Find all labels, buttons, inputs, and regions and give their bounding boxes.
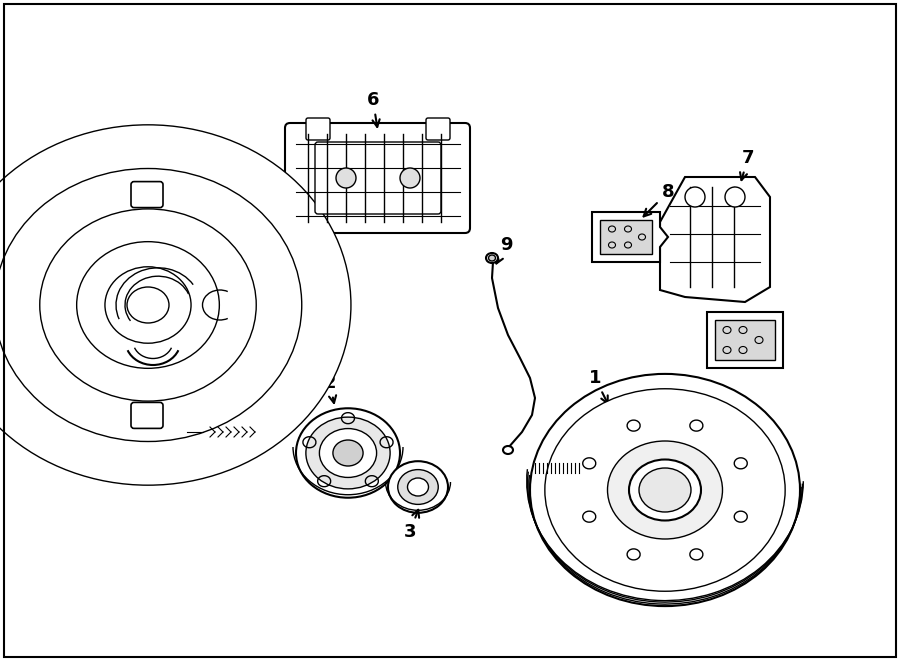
Ellipse shape — [398, 469, 438, 504]
Circle shape — [725, 187, 745, 207]
Polygon shape — [715, 320, 775, 360]
FancyBboxPatch shape — [131, 182, 163, 208]
Circle shape — [400, 168, 420, 188]
Ellipse shape — [608, 441, 723, 539]
FancyBboxPatch shape — [306, 118, 330, 140]
Ellipse shape — [40, 209, 256, 401]
Ellipse shape — [105, 267, 191, 343]
Ellipse shape — [296, 408, 400, 498]
Text: 7: 7 — [740, 149, 754, 180]
Text: 5: 5 — [134, 169, 158, 196]
FancyBboxPatch shape — [131, 403, 163, 428]
Ellipse shape — [408, 478, 428, 496]
Ellipse shape — [503, 446, 513, 454]
Text: 3: 3 — [404, 510, 419, 541]
Polygon shape — [600, 220, 652, 254]
Ellipse shape — [544, 389, 785, 591]
Text: 9: 9 — [497, 236, 512, 264]
Polygon shape — [660, 177, 770, 302]
Ellipse shape — [530, 374, 800, 606]
Circle shape — [336, 168, 356, 188]
Ellipse shape — [127, 287, 169, 323]
Text: 1: 1 — [589, 369, 608, 403]
FancyBboxPatch shape — [181, 421, 209, 443]
Text: 6: 6 — [367, 91, 380, 127]
Text: 2: 2 — [324, 374, 337, 403]
Ellipse shape — [388, 461, 448, 513]
Ellipse shape — [0, 125, 351, 485]
Polygon shape — [707, 312, 783, 368]
FancyBboxPatch shape — [315, 142, 441, 214]
Ellipse shape — [25, 196, 271, 414]
Ellipse shape — [0, 169, 302, 442]
Text: 4: 4 — [192, 452, 204, 476]
Ellipse shape — [76, 242, 220, 368]
Text: 8: 8 — [644, 183, 674, 216]
Ellipse shape — [629, 459, 701, 520]
Ellipse shape — [306, 417, 390, 489]
Ellipse shape — [320, 428, 376, 477]
FancyBboxPatch shape — [285, 123, 470, 233]
Ellipse shape — [639, 468, 691, 512]
Ellipse shape — [486, 253, 498, 263]
Text: 8: 8 — [750, 332, 764, 361]
Ellipse shape — [489, 255, 496, 261]
Circle shape — [685, 187, 705, 207]
FancyBboxPatch shape — [426, 118, 450, 140]
Polygon shape — [592, 212, 668, 262]
Ellipse shape — [333, 440, 363, 466]
